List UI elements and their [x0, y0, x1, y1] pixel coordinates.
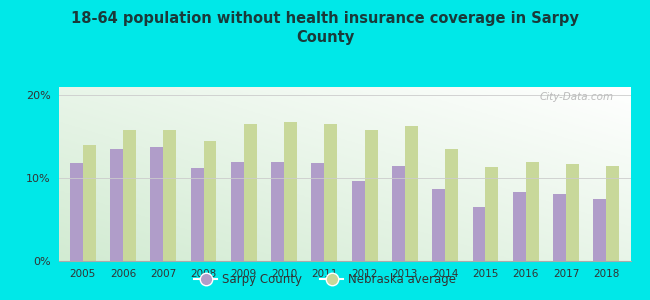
Bar — [150, 147, 163, 261]
Bar — [526, 162, 539, 261]
Bar — [593, 199, 606, 261]
Bar — [553, 194, 566, 261]
Bar — [352, 181, 365, 261]
Bar — [324, 124, 337, 261]
Bar — [110, 149, 123, 261]
Bar — [432, 189, 445, 261]
Bar — [123, 130, 136, 261]
Bar — [473, 207, 486, 261]
Bar — [365, 130, 378, 261]
Bar — [445, 149, 458, 261]
Bar — [486, 167, 499, 261]
Bar — [163, 130, 176, 261]
Bar — [513, 192, 526, 261]
Bar — [566, 164, 579, 261]
Bar — [70, 163, 83, 261]
Bar — [83, 145, 96, 261]
Bar — [606, 166, 619, 261]
Bar — [392, 166, 405, 261]
Bar — [405, 126, 418, 261]
Bar — [244, 124, 257, 261]
Bar — [284, 122, 297, 261]
Text: City-Data.com: City-Data.com — [540, 92, 614, 102]
Bar — [190, 168, 203, 261]
Bar — [311, 163, 324, 261]
Legend: Sarpy County, Nebraska average: Sarpy County, Nebraska average — [189, 269, 461, 291]
Bar — [203, 141, 216, 261]
Text: 18-64 population without health insurance coverage in Sarpy
County: 18-64 population without health insuranc… — [71, 11, 579, 45]
Bar — [231, 162, 244, 261]
Bar — [271, 162, 284, 261]
